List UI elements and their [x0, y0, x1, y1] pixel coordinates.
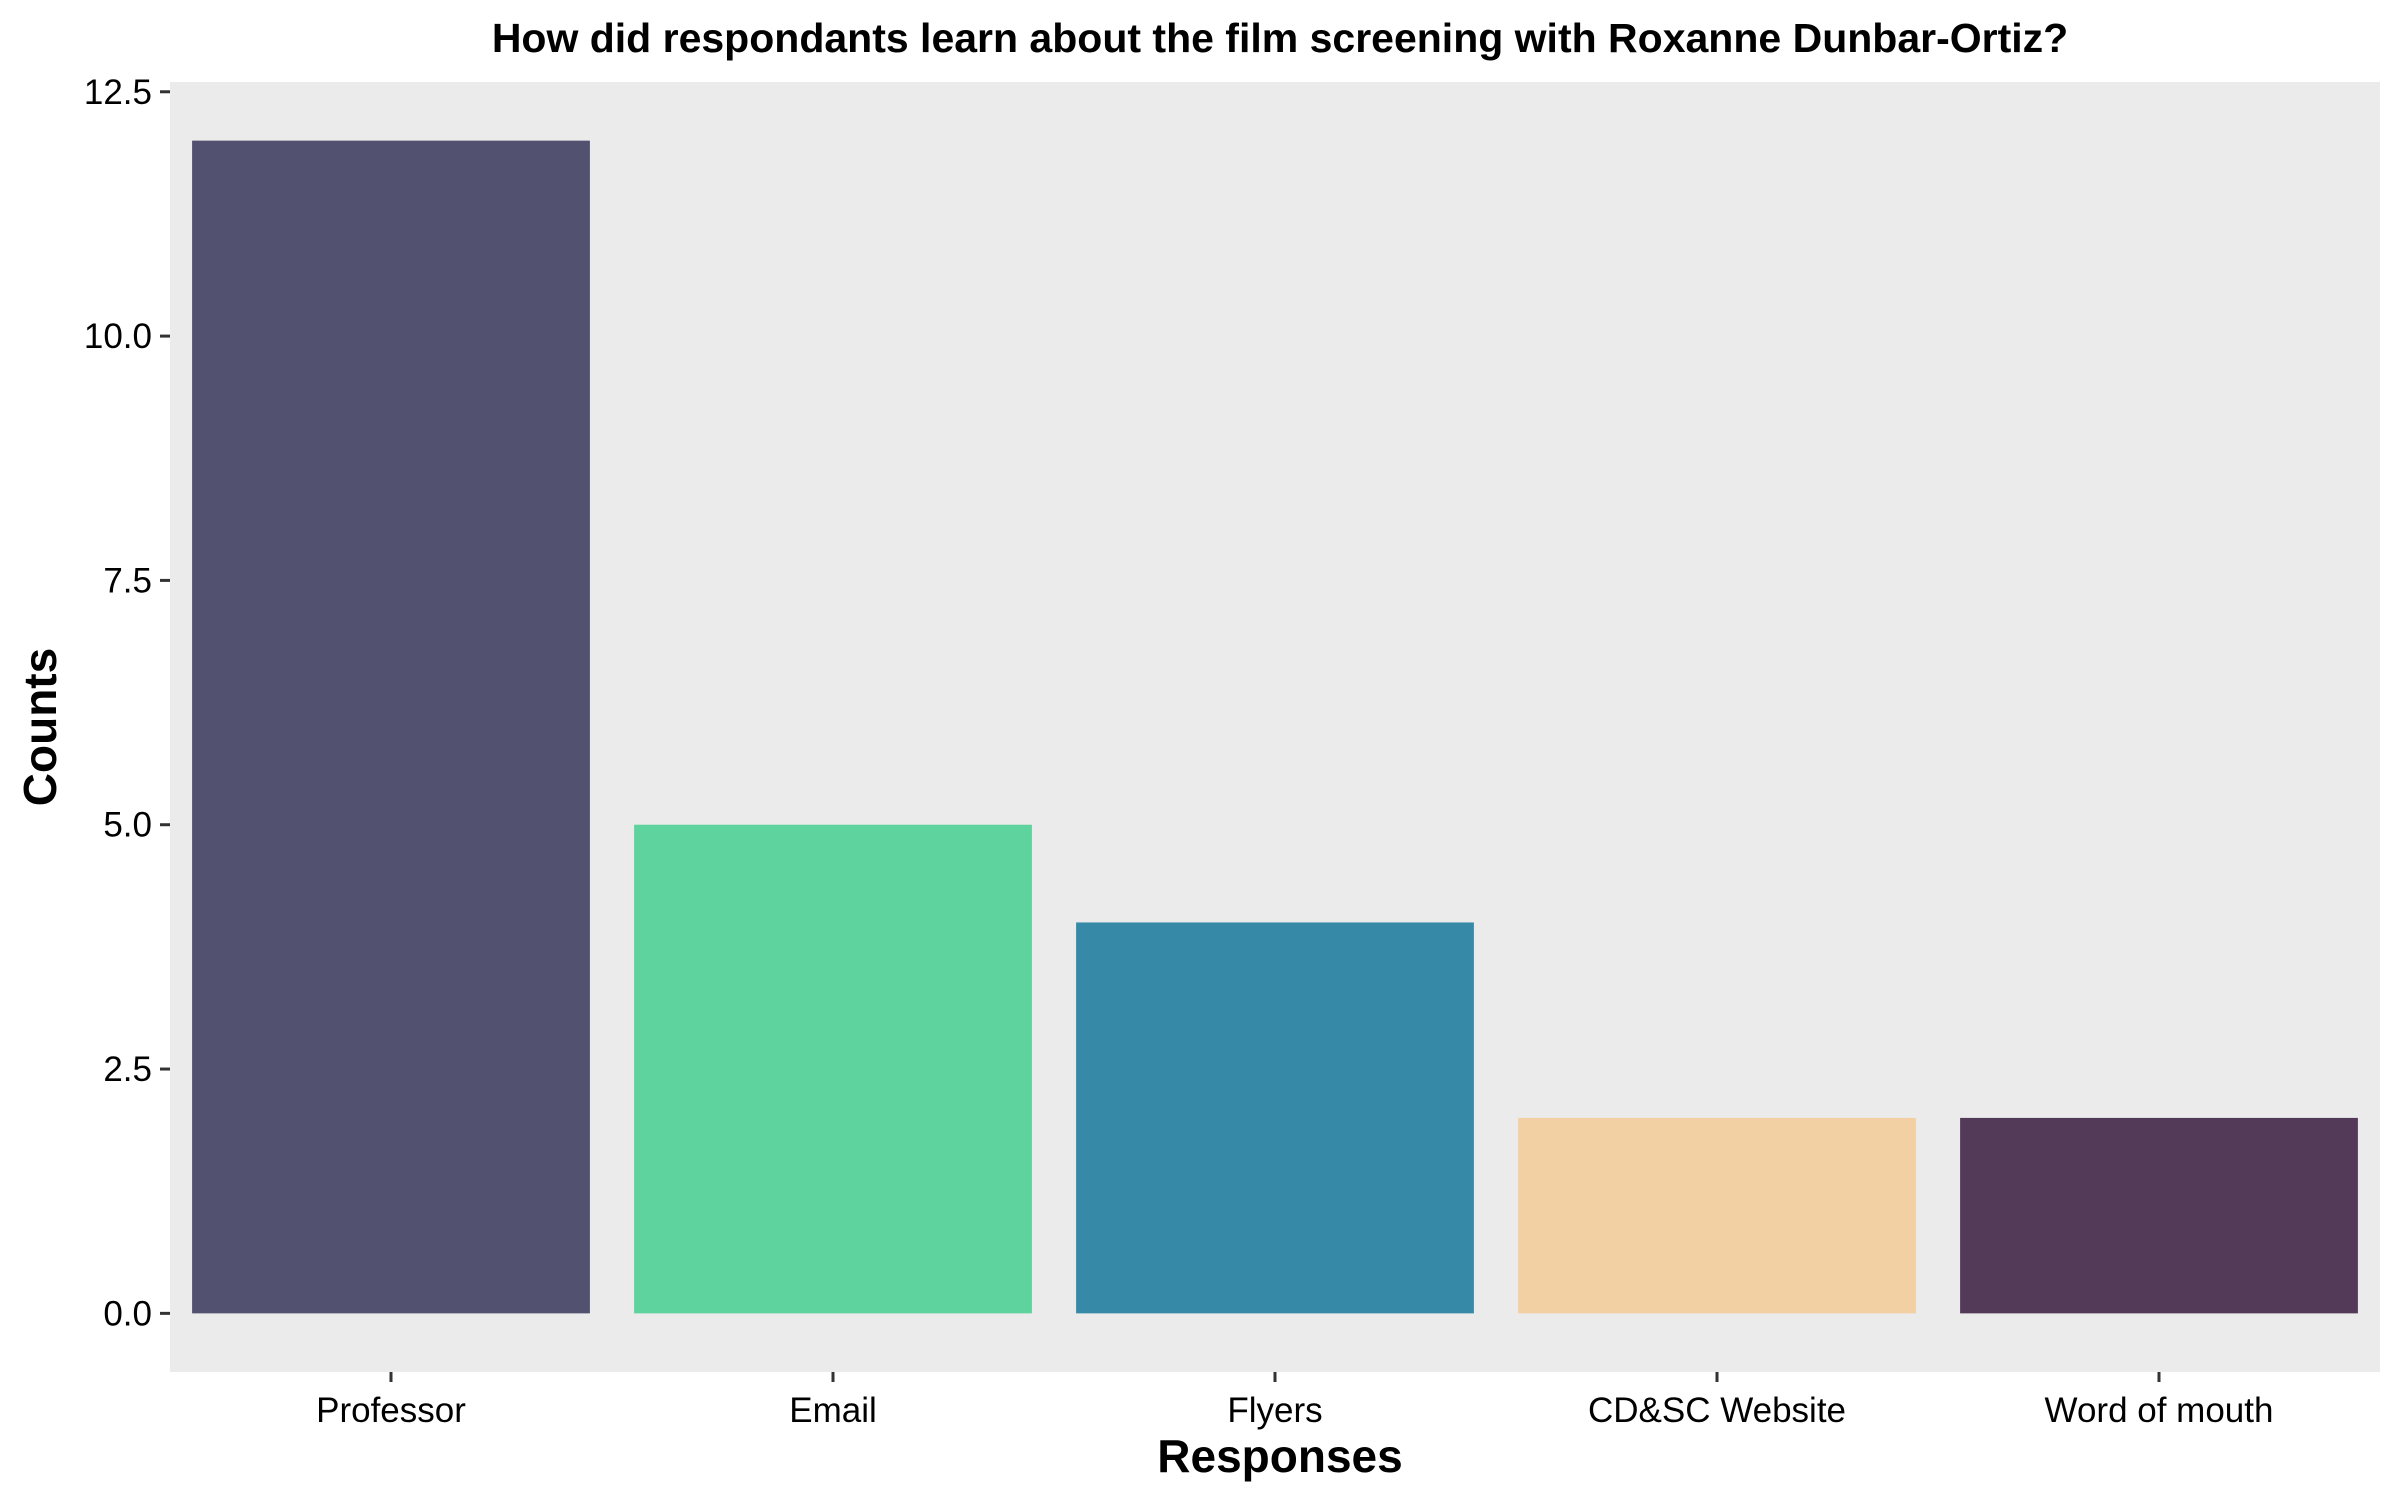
bar-cd-sc-website — [1518, 1117, 1916, 1314]
x-tick-label: CD&SC Website — [1588, 1391, 1846, 1430]
y-tick-label: 12.5 — [84, 73, 152, 112]
x-axis-title: Responses — [1157, 1430, 1402, 1482]
x-axis: Professor Email Flyers CD&SC Website Word of… — [316, 1372, 2273, 1430]
y-tick-label: 10.0 — [84, 317, 152, 356]
y-axis: 0.0 2.5 5.0 7.5 10.0 12.5 — [84, 73, 170, 1333]
x-tick-label: Word of mouth — [2045, 1391, 2274, 1430]
y-tick-label: 5.0 — [103, 806, 152, 845]
x-tick-label: Professor — [316, 1391, 466, 1430]
y-axis-title: Counts — [14, 648, 66, 806]
bar-word-of-mouth — [1960, 1117, 2358, 1314]
bars — [192, 140, 2358, 1314]
chart-title: How did respondants learn about the film… — [492, 15, 2068, 61]
y-tick-label: 7.5 — [103, 561, 152, 600]
bar-email — [634, 824, 1032, 1314]
bar-professor — [192, 140, 590, 1314]
x-tick-label: Email — [789, 1391, 877, 1430]
x-tick-label: Flyers — [1227, 1391, 1322, 1430]
bar-flyers — [1076, 922, 1474, 1314]
y-tick-label: 0.0 — [103, 1294, 152, 1333]
y-tick-label: 2.5 — [103, 1050, 152, 1089]
